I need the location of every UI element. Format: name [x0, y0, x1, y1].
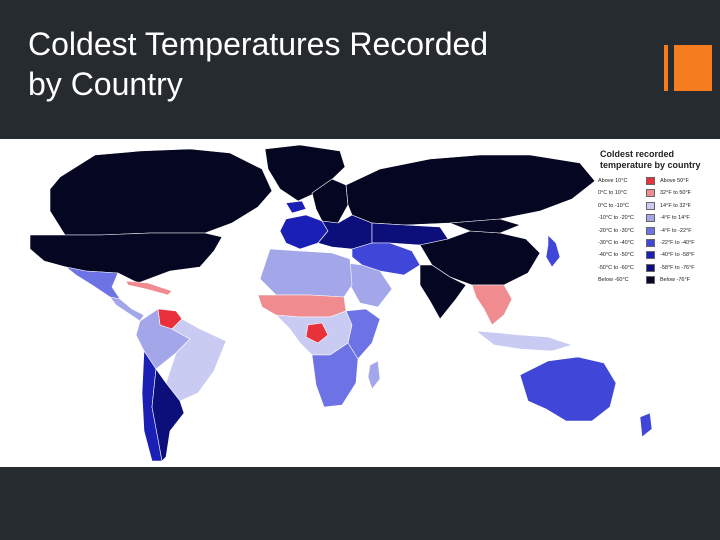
legend-title: Coldest recorded temperature by country: [600, 149, 716, 171]
region-southern-africa: [311, 342, 359, 408]
region-madagascar: [367, 360, 381, 390]
accent-bar-thick: [674, 45, 712, 91]
legend-swatch: [646, 177, 655, 185]
region-congo: [305, 322, 329, 344]
legend-celsius: -20°C to -30°C: [598, 227, 634, 234]
region-iceland: [285, 200, 307, 214]
legend-row: 0°C to 10°C 32°F to 50°F: [598, 189, 716, 201]
legend-row: Above 10°C Above 50°F: [598, 177, 716, 189]
legend-fahrenheit: -4°F to 14°F: [660, 215, 690, 222]
region-mongolia: [449, 218, 521, 234]
legend-row: -50°C to -60°C -58°F to -76°F: [598, 263, 716, 276]
region-indonesia: [475, 330, 573, 352]
slide-title-line-1: Coldest Temperatures Recorded: [28, 26, 489, 62]
legend-fahrenheit: -4°F to -22°F: [660, 227, 692, 234]
legend-celsius: -30°C to -40°C: [598, 239, 634, 246]
legend-fahrenheit: Above 50°F: [660, 178, 689, 184]
legend-title-line-2: temperature by country: [600, 160, 701, 170]
region-australia: [519, 356, 617, 422]
region-central-america: [109, 296, 145, 322]
legend-celsius: Above 10°C: [598, 178, 628, 184]
region-canada: [49, 148, 273, 236]
legend-fahrenheit: -40°F to -58°F: [660, 252, 695, 259]
legend-celsius: -10°C to -20°C: [598, 215, 634, 222]
region-arabia: [345, 262, 393, 308]
legend-fahrenheit: 14°F to 32°F: [660, 202, 691, 209]
legend-row: -40°C to -50°C -40°F to -58°F: [598, 251, 716, 263]
region-new-zealand: [639, 412, 653, 438]
legend-swatch: [646, 189, 655, 198]
legend-row: -30°C to -40°C -22°F to -40°F: [598, 238, 716, 251]
legend-swatch: [646, 251, 655, 260]
slide-title: Coldest Temperatures Recorded by Country: [28, 24, 628, 104]
legend-swatch: [646, 201, 655, 210]
accent-bars-icon: [664, 45, 712, 91]
region-japan: [545, 234, 561, 268]
legend-fahrenheit: 32°F to 50°F: [660, 190, 691, 197]
legend-row: -20°C to -30°C -4°F to -22°F: [598, 226, 716, 239]
region-argentina: [151, 368, 185, 462]
map-legend: Coldest recorded temperature by country …: [598, 149, 716, 289]
region-east-africa: [345, 308, 381, 360]
legend-swatch: [646, 263, 655, 272]
legend-row: 0°C to -10°C 14°F to 32°F: [598, 201, 716, 214]
legend-celsius: 0°C to 10°C: [598, 190, 628, 197]
legend-swatch: [646, 276, 655, 285]
legend-celsius: -50°C to -60°C: [598, 264, 634, 271]
legend-title-line-1: Coldest recorded: [600, 149, 675, 159]
legend-celsius: -40°C to -50°C: [598, 252, 634, 259]
region-north-africa: [259, 248, 353, 298]
region-india: [419, 264, 467, 320]
region-middle-east: [351, 242, 421, 276]
region-brazil: [165, 318, 227, 402]
legend-row: Below -60°C Below -76°F: [598, 276, 716, 288]
legend-swatch: [646, 238, 655, 247]
legend-celsius: 0°C to -10°C: [598, 202, 629, 209]
legend-swatch: [646, 214, 655, 223]
accent-bar-thin: [664, 45, 668, 91]
legend-fahrenheit: Below -76°F: [660, 277, 691, 284]
world-map: [0, 139, 720, 467]
slide-title-line-2: by Country: [28, 66, 183, 102]
legend-celsius: Below -60°C: [598, 277, 629, 284]
legend-row: -10°C to -20°C -4°F to 14°F: [598, 214, 716, 226]
region-southeast-asia: [471, 284, 513, 326]
legend-swatch: [646, 226, 655, 235]
region-caribbean: [125, 280, 173, 296]
legend-fahrenheit: -22°F to -40°F: [660, 239, 695, 246]
world-map-panel: Coldest recorded temperature by country …: [0, 139, 720, 467]
region-united-states: [29, 232, 223, 284]
legend-fahrenheit: -58°F to -76°F: [660, 264, 695, 271]
region-scandinavia: [311, 178, 349, 224]
